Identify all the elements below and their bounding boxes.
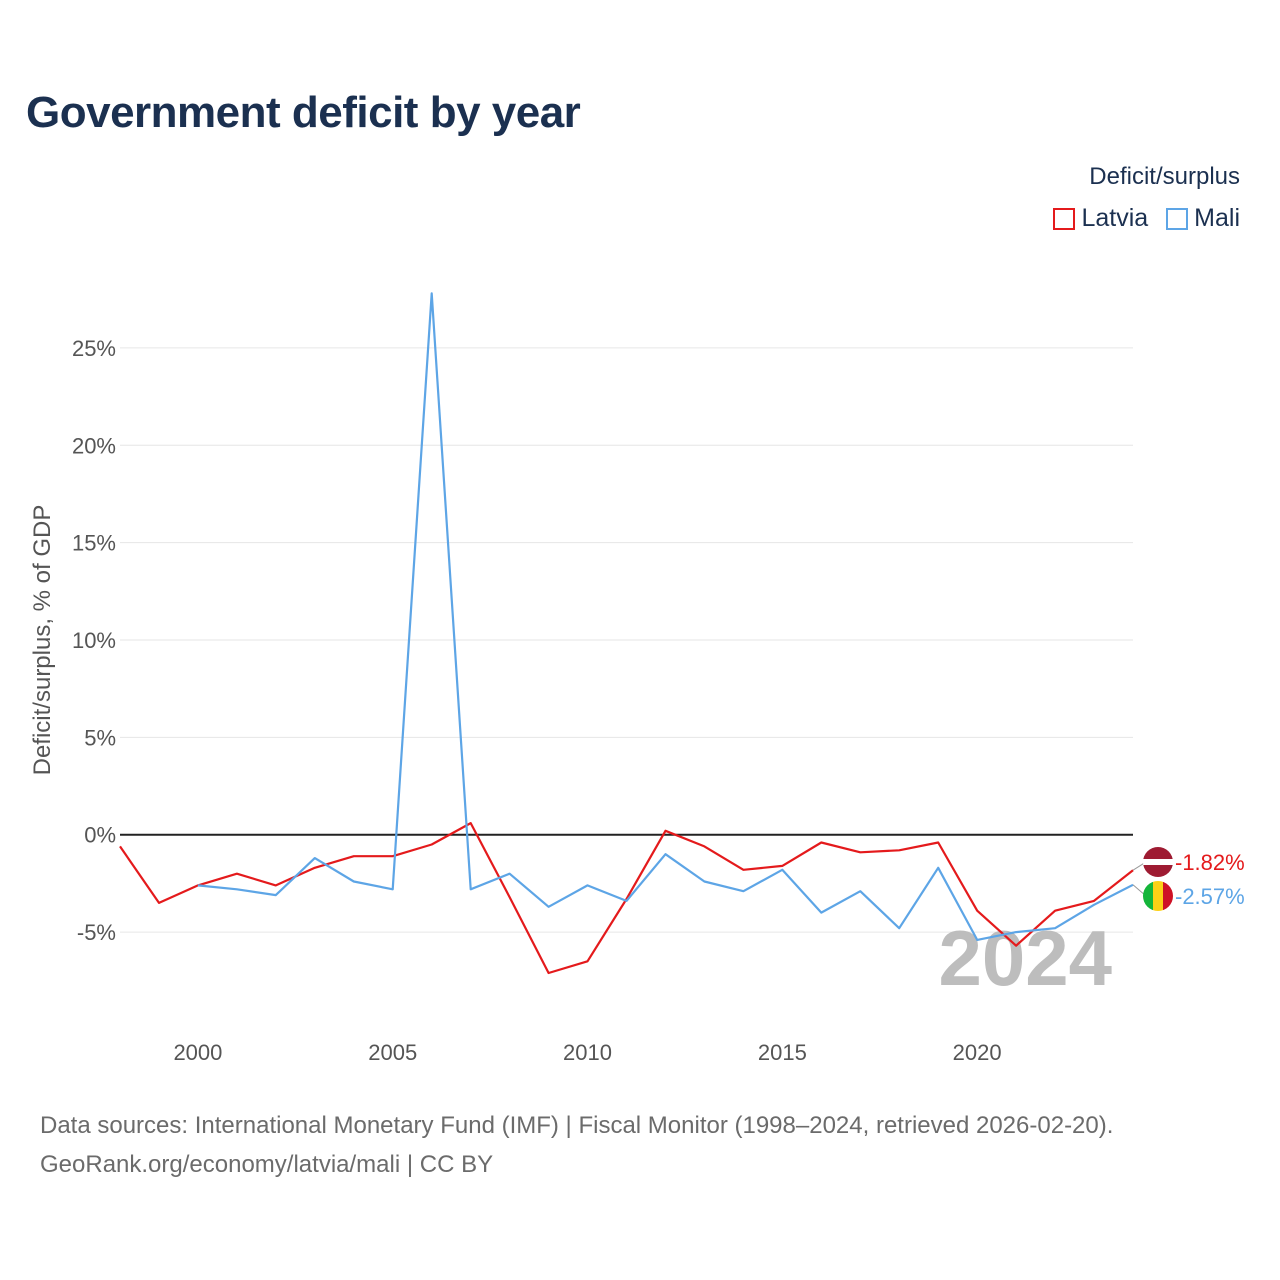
y-tick-label: 10%: [72, 628, 116, 653]
x-tick-label: 2015: [758, 1040, 807, 1065]
legend-item-latvia[interactable]: Latvia: [1053, 204, 1148, 233]
source-line-2[interactable]: GeoRank.org/economy/latvia/mali | CC BY: [40, 1151, 494, 1178]
y-axis-label: Deficit/surplus, % of GDP: [29, 505, 56, 776]
mali-flag-icon: [1143, 881, 1173, 911]
y-tick-label: 20%: [72, 433, 116, 458]
x-tick-label: 2010: [563, 1040, 612, 1065]
y-tick-label: 0%: [84, 823, 116, 848]
x-tick-label: 2000: [173, 1040, 222, 1065]
x-tick-label: 2020: [953, 1040, 1002, 1065]
legend-label-mali: Mali: [1194, 204, 1240, 232]
y-tick-label: 25%: [72, 336, 116, 361]
source-line-1: Data sources: International Monetary Fun…: [40, 1112, 1114, 1139]
series-line-latvia: [119, 822, 1134, 975]
end-label-mali: -2.57%: [1175, 884, 1245, 909]
end-label-latvia: -1.82%: [1175, 850, 1245, 875]
y-tick-label: 15%: [72, 531, 116, 556]
y-tick-label: 5%: [84, 725, 116, 750]
series-line-mali: [197, 292, 1134, 941]
year-watermark: 2024: [938, 914, 1112, 1002]
legend-swatch-mali: [1166, 207, 1189, 230]
y-tick-label: -5%: [77, 920, 116, 945]
legend-swatch-latvia: [1053, 207, 1076, 230]
chart-title: Government deficit by year: [26, 88, 581, 137]
legend: Latvia Mali: [1035, 204, 1240, 233]
x-tick-label: 2005: [368, 1040, 417, 1065]
latvia-flag-icon: [1143, 847, 1173, 877]
legend-title: Deficit/surplus: [1089, 163, 1240, 190]
source-note: Data sources: International Monetary Fun…: [40, 1106, 1113, 1184]
legend-item-mali[interactable]: Mali: [1166, 204, 1240, 233]
legend-label-latvia: Latvia: [1081, 204, 1149, 232]
